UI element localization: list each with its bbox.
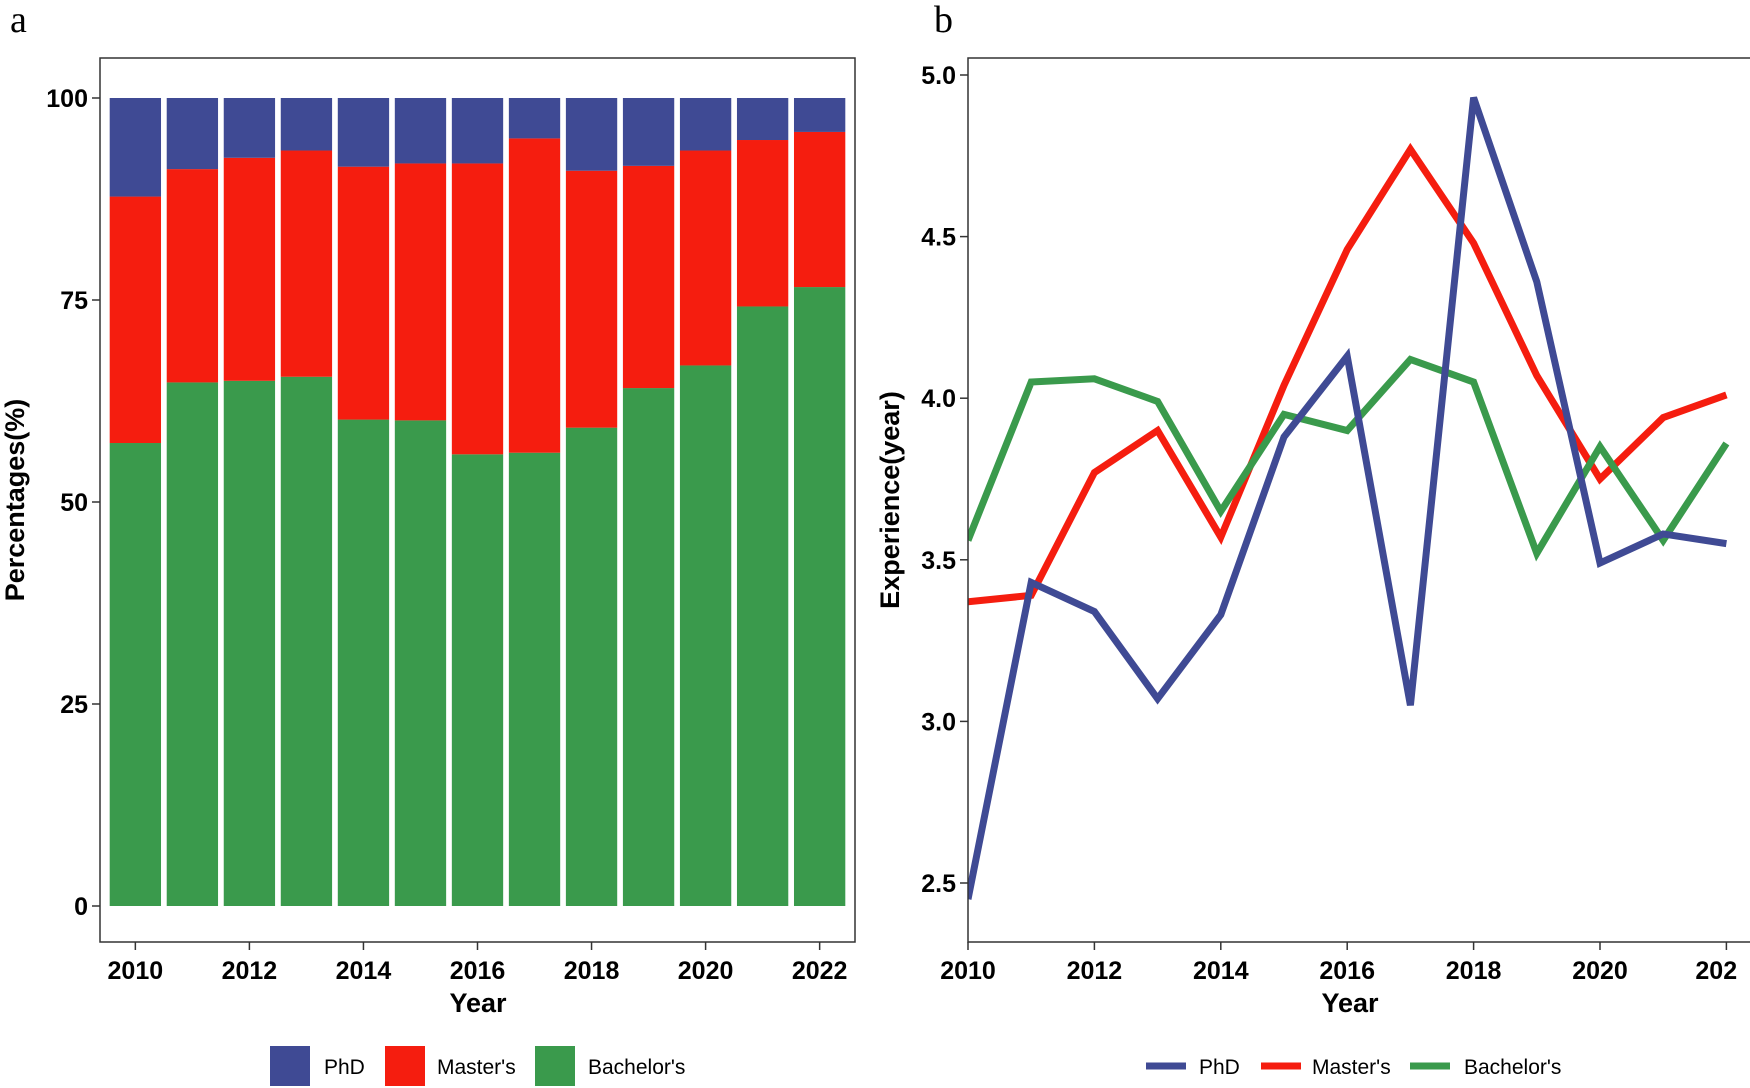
x-tick-label: 2016 bbox=[450, 957, 506, 985]
bar-bachelors-2017 bbox=[508, 452, 561, 906]
bar-bachelors-2010 bbox=[109, 443, 162, 906]
y-tick-label: 75 bbox=[60, 287, 88, 315]
legend: PhD Master's Bachelor's bbox=[1146, 1056, 1561, 1079]
bar-masters-2012 bbox=[223, 157, 276, 381]
y-tick-label: 50 bbox=[60, 489, 88, 517]
bar-phd-2016 bbox=[451, 98, 504, 164]
legend-label-phd: PhD bbox=[1199, 1056, 1240, 1079]
bar-masters-2020 bbox=[679, 150, 732, 366]
panel-b-frame bbox=[967, 57, 1750, 943]
bar-bachelors-2011 bbox=[166, 382, 219, 906]
x-tick-label: 2012 bbox=[1067, 957, 1123, 985]
line-phd bbox=[968, 96, 1727, 900]
x-tick-label: 2018 bbox=[1446, 957, 1502, 985]
bar-bachelors-2013 bbox=[280, 376, 333, 906]
bar-masters-2013 bbox=[280, 150, 333, 377]
x-axis-ticks: 2010 2012 2014 2016 2018 2020 2022 bbox=[108, 942, 848, 985]
bar-bachelors-2019 bbox=[622, 388, 675, 906]
bar-phd-2011 bbox=[166, 98, 219, 170]
bar-masters-2022 bbox=[793, 131, 846, 288]
legend-label-bachelors: Bachelor's bbox=[588, 1056, 685, 1079]
y-tick-label: 25 bbox=[60, 691, 88, 719]
line-series bbox=[968, 96, 1730, 900]
bar-phd-2015 bbox=[394, 98, 447, 164]
y-axis-title: Percentages(%) bbox=[0, 399, 30, 602]
bar-masters-2014 bbox=[337, 166, 390, 420]
y-tick-label: 0 bbox=[74, 893, 88, 921]
y-tick-label: 5.0 bbox=[921, 62, 956, 90]
bar-phd-2019 bbox=[622, 98, 675, 166]
legend-label-bachelors: Bachelor's bbox=[1464, 1056, 1561, 1079]
bar-phd-2013 bbox=[280, 98, 333, 151]
bar-masters-2018 bbox=[565, 170, 618, 428]
legend-label-phd: PhD bbox=[324, 1056, 365, 1079]
y-axis-ticks: 2.5 3.0 3.5 4.0 4.5 5.0 bbox=[921, 62, 968, 898]
y-tick-label: 4.0 bbox=[921, 385, 956, 413]
legend-swatch-bachelors bbox=[535, 1046, 575, 1086]
bar-phd-2017 bbox=[508, 98, 561, 139]
x-tick-label: 202 bbox=[1695, 957, 1737, 985]
panel-b-letter: b bbox=[934, 0, 953, 41]
bar-bachelors-2014 bbox=[337, 419, 390, 906]
y-axis-title: Experience(year) bbox=[875, 391, 905, 609]
x-tick-label: 2020 bbox=[1572, 957, 1628, 985]
y-tick-label: 3.5 bbox=[921, 547, 956, 575]
y-tick-label: 2.5 bbox=[921, 870, 956, 898]
x-tick-label: 2018 bbox=[564, 957, 620, 985]
line-masters bbox=[968, 142, 1728, 606]
legend-swatch-masters bbox=[385, 1046, 425, 1086]
bar-bachelors-2018 bbox=[565, 427, 618, 906]
bar-masters-2011 bbox=[166, 169, 219, 383]
bar-bachelors-2012 bbox=[223, 380, 276, 906]
bar-bachelors-2021 bbox=[736, 306, 789, 906]
x-tick-label: 2012 bbox=[222, 957, 278, 985]
legend-swatch-phd bbox=[270, 1046, 310, 1086]
bar-bachelors-2022 bbox=[793, 287, 846, 906]
bar-phd-2021 bbox=[736, 98, 789, 141]
bar-masters-2017 bbox=[508, 138, 561, 453]
x-tick-label: 2014 bbox=[1193, 957, 1249, 985]
y-axis-ticks: 0 25 50 75 100 bbox=[46, 85, 100, 921]
bar-phd-2010 bbox=[109, 98, 162, 197]
legend-label-masters: Master's bbox=[1312, 1056, 1391, 1079]
stacked-bars bbox=[109, 98, 846, 906]
legend: PhD Master's Bachelor's bbox=[270, 1046, 685, 1086]
bar-masters-2019 bbox=[622, 165, 675, 389]
y-tick-label: 3.0 bbox=[921, 708, 956, 736]
bar-phd-2020 bbox=[679, 98, 732, 151]
bar-bachelors-2016 bbox=[451, 454, 504, 906]
bar-masters-2015 bbox=[394, 163, 447, 421]
bar-phd-2012 bbox=[223, 98, 276, 158]
x-axis-title: Year bbox=[449, 988, 507, 1018]
x-tick-label: 2022 bbox=[792, 957, 848, 985]
x-tick-label: 2016 bbox=[1319, 957, 1375, 985]
bar-phd-2022 bbox=[793, 98, 846, 132]
x-tick-label: 2020 bbox=[678, 957, 734, 985]
legend-label-masters: Master's bbox=[437, 1056, 516, 1079]
bar-phd-2018 bbox=[565, 98, 618, 171]
x-axis-title: Year bbox=[1321, 988, 1379, 1018]
y-tick-label: 100 bbox=[46, 85, 88, 113]
bar-bachelors-2020 bbox=[679, 365, 732, 906]
x-tick-label: 2010 bbox=[940, 957, 996, 985]
bar-phd-2014 bbox=[337, 98, 390, 167]
x-tick-label: 2010 bbox=[108, 957, 164, 985]
x-axis-ticks: 2010 2012 2014 2016 2018 2020 202 bbox=[940, 942, 1737, 985]
line-bachelors bbox=[968, 355, 1730, 562]
bar-bachelors-2015 bbox=[394, 420, 447, 906]
bar-masters-2021 bbox=[736, 140, 789, 307]
panel-b-line-chart: 2.53.03.54.04.55.0 2010 2012 2014 2016 2018 2… bbox=[875, 57, 1750, 1079]
y-tick-label: 4.5 bbox=[921, 224, 956, 252]
bar-masters-2010 bbox=[109, 196, 162, 444]
x-tick-label: 2014 bbox=[336, 957, 392, 985]
panel-a-letter: a bbox=[10, 0, 27, 41]
bar-masters-2016 bbox=[451, 163, 504, 455]
